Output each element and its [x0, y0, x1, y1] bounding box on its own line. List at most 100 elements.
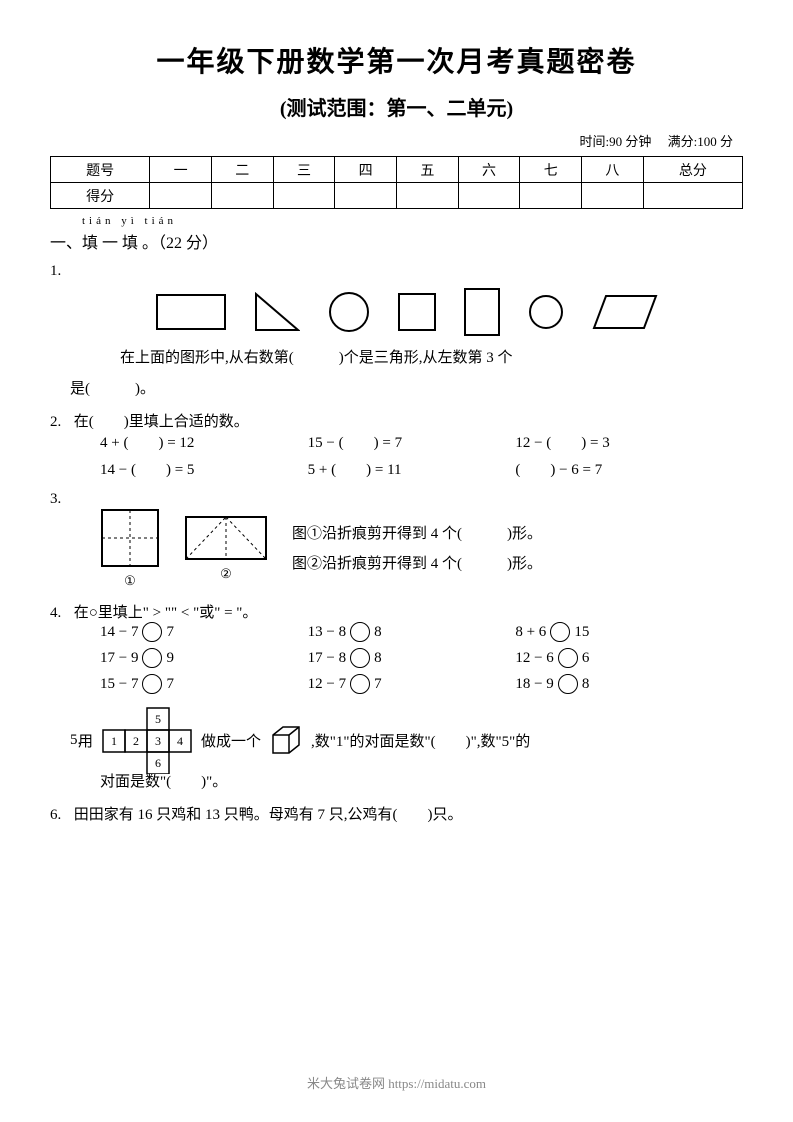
compare-circle	[142, 648, 162, 668]
rhs: 9	[166, 650, 174, 667]
q3-t2: 图②沿折痕剪开得到 4 个( )形。	[292, 549, 542, 579]
fold-square: ①	[100, 508, 160, 589]
q5-line2: 对面是数"( )"。	[50, 770, 743, 791]
lhs: 17 − 9	[100, 650, 138, 667]
compare-cell: 12 − 7 7	[308, 674, 516, 694]
net-1: 1	[111, 734, 117, 748]
compare-circle	[142, 674, 162, 694]
q4-text: 在○里填上" > "" < "或" = "。	[74, 605, 258, 621]
th: 四	[335, 157, 397, 183]
compare-cell: 12 − 66	[515, 648, 723, 668]
lhs: 8 + 6	[515, 624, 546, 641]
q3-text: 图①沿折痕剪开得到 4 个( )形。 图②沿折痕剪开得到 4 个( )形。	[292, 519, 542, 579]
eq: 4 + ( ) = 12	[100, 431, 308, 452]
q-num: 4.	[50, 605, 70, 622]
compare-cell: 14 − 7 7	[100, 622, 308, 642]
watermark: 米大兔试卷网 https://midatu.com	[0, 1073, 793, 1092]
rhs: 8	[582, 676, 590, 693]
question-6: 6. 田田家有 16 只鸡和 13 只鸭。母鸡有 7 只,公鸡有( )只。	[50, 803, 743, 824]
eq: 14 − ( ) = 5	[100, 458, 308, 479]
lhs: 14 − 7	[100, 624, 138, 641]
table-row: 得分	[51, 183, 743, 209]
rhs: 8	[374, 650, 382, 667]
th: 三	[273, 157, 335, 183]
compare-circle	[142, 622, 162, 642]
net-4: 4	[177, 734, 183, 748]
th: 总分	[643, 157, 742, 183]
cube-net-icon: 5 1 2 3 4 6	[101, 706, 193, 774]
net-5: 5	[155, 712, 161, 726]
rhs: 7	[166, 624, 174, 641]
net-2: 2	[133, 734, 139, 748]
net-6: 6	[155, 756, 161, 770]
compare-row: 14 − 7 7 13 − 888 + 6 15	[70, 622, 743, 642]
page-subtitle: (测试范围：第一、二单元)	[50, 92, 743, 121]
compare-cell: 17 − 9 9	[100, 648, 308, 668]
parallelogram-icon	[592, 294, 658, 330]
compare-circle	[350, 648, 370, 668]
th: 二	[211, 157, 273, 183]
compare-circle	[558, 674, 578, 694]
triangle-icon	[254, 292, 300, 332]
page-title: 一年级下册数学第一次月考真题密卷	[50, 40, 743, 80]
lhs: 18 − 9	[515, 676, 553, 693]
q-num: 5.	[50, 732, 70, 749]
compare-cell: 18 − 9 8	[515, 674, 723, 694]
cell	[273, 183, 335, 209]
q-num: 6.	[50, 807, 70, 824]
question-5: 5. 用 5 1 2 3 4 6 做成一个 ,数"1"的对面是数"( )",数"…	[50, 706, 743, 774]
th: 八	[582, 157, 644, 183]
q5-mid1: 做成一个	[201, 730, 261, 751]
score-table: 题号 一 二 三 四 五 六 七 八 总分 得分	[50, 156, 743, 209]
q-num: 2.	[50, 414, 70, 431]
table-row: 题号 一 二 三 四 五 六 七 八 总分	[51, 157, 743, 183]
rectangle-icon	[156, 294, 226, 330]
question-4: 4. 在○里填上" > "" < "或" = "。 14 − 7 7 13 − 88…	[50, 601, 743, 694]
section-title: 一、填 一 填 。（22 分）	[50, 235, 218, 252]
fullscore-label: 满分:100 分	[668, 134, 733, 149]
th: 七	[520, 157, 582, 183]
net-3: 3	[155, 734, 161, 748]
cell	[396, 183, 458, 209]
question-2: 2. 在( )里填上合适的数。 4 + ( ) = 12 15 − ( ) = …	[50, 410, 743, 479]
eq: 15 − ( ) = 7	[308, 431, 516, 452]
rhs: 15	[574, 624, 589, 641]
question-3: 3. ① ② 图①沿折痕剪开得到 4 个( )形。 图②沿折痕剪开得到 4 个(…	[50, 491, 743, 589]
compare-row: 15 − 7712 − 7718 − 98	[70, 674, 743, 694]
eq-row: 4 + ( ) = 12 15 − ( ) = 7 12 − ( ) = 3	[70, 431, 743, 452]
rhs: 6	[582, 650, 590, 667]
lhs: 17 − 8	[308, 650, 346, 667]
q1-line1: 在上面的图形中,从右数第( )个是三角形,从左数第 3 个	[70, 346, 743, 367]
label-2: ②	[184, 566, 268, 582]
circle-icon	[328, 291, 370, 333]
time-label: 时间:90 分钟	[580, 134, 652, 149]
compare-circle	[350, 674, 370, 694]
compare-cell: 13 − 88	[308, 622, 516, 642]
q5-mid2: ,数"1"的对面是数"( )",数"5"的	[311, 730, 530, 751]
q2-text: 在( )里填上合适的数。	[74, 414, 249, 430]
rhs: 7	[374, 676, 382, 693]
eq: ( ) − 6 = 7	[515, 458, 723, 479]
small-circle-icon	[528, 294, 564, 330]
th: 得分	[51, 183, 150, 209]
shapes-row	[70, 288, 743, 336]
cell	[150, 183, 212, 209]
tall-rect-icon	[464, 288, 500, 336]
lhs: 12 − 7	[308, 676, 346, 693]
pinyin: tián yì tián	[82, 215, 177, 227]
meta-row: 时间:90 分钟 满分:100 分	[50, 131, 743, 150]
rhs: 7	[166, 676, 174, 693]
compare-cell: 17 − 8 8	[308, 648, 516, 668]
th: 一	[150, 157, 212, 183]
q6-text: 田田家有 16 只鸡和 13 只鸭。母鸡有 7 只,公鸡有( )只。	[74, 807, 463, 823]
square-icon	[398, 293, 436, 331]
eq-row: 14 − ( ) = 5 5 + ( ) = 11 ( ) − 6 = 7	[70, 458, 743, 479]
compare-circle	[350, 622, 370, 642]
eq: 5 + ( ) = 11	[308, 458, 516, 479]
cell	[211, 183, 273, 209]
q5-pre: 用	[78, 730, 93, 751]
cell	[520, 183, 582, 209]
cell	[335, 183, 397, 209]
compare-row: 17 − 9 9 17 − 8 8 12 − 66	[70, 648, 743, 668]
th: 六	[458, 157, 520, 183]
